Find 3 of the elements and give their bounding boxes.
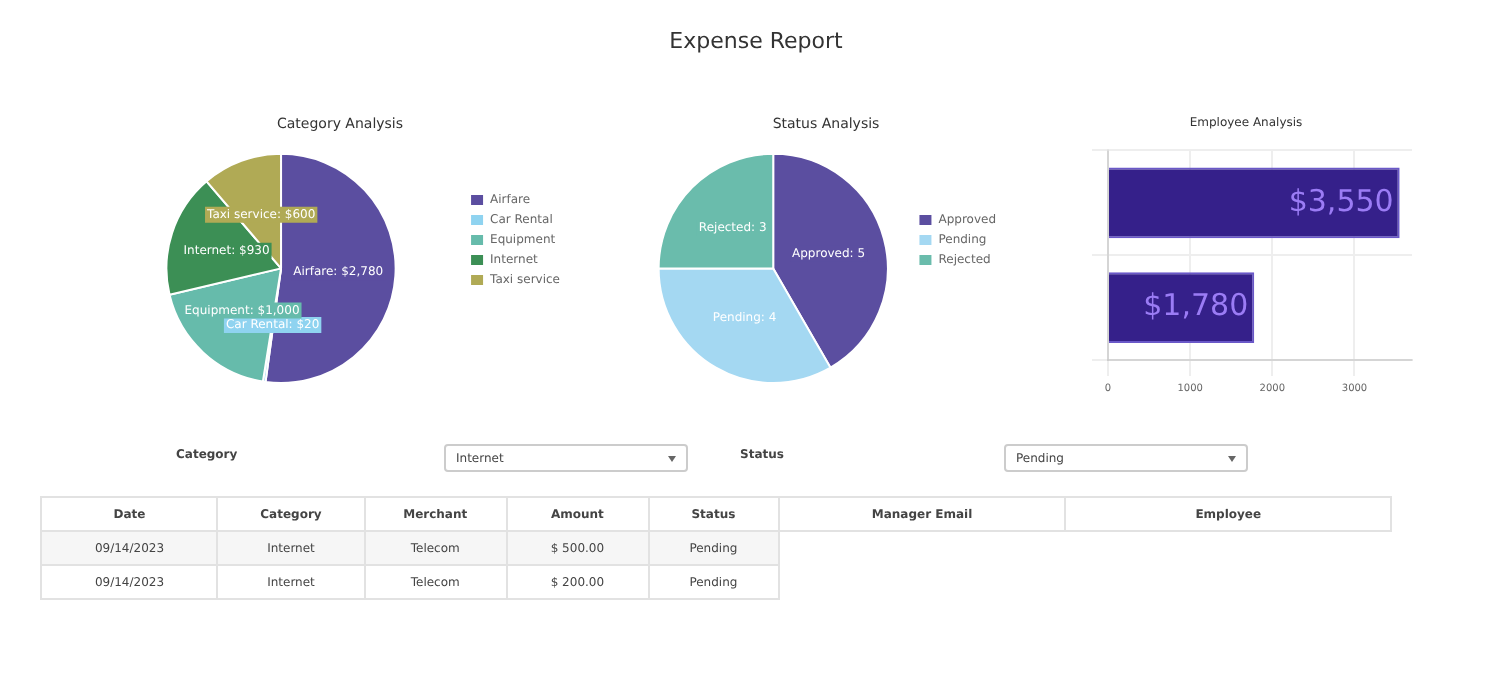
data-label: $3,550 <box>1288 182 1394 219</box>
data-label: $1,780 <box>1143 287 1249 324</box>
text: Expense Report <box>667 26 845 54</box>
